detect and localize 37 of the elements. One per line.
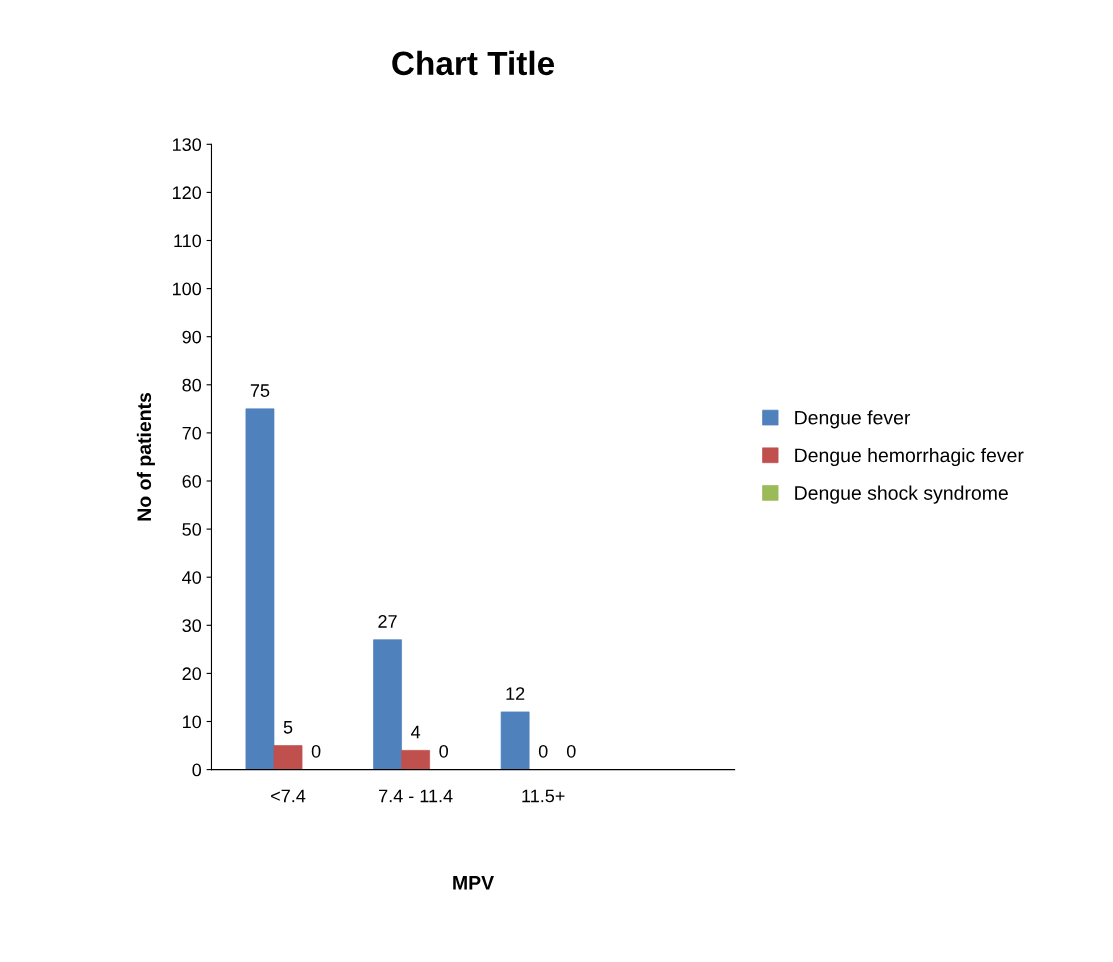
chart-title: Chart Title	[392, 50, 555, 76]
y-tick-label: 10	[183, 715, 202, 729]
y-tick-label: 60	[182, 474, 202, 488]
y-tick-label: 130	[173, 138, 202, 152]
y-tick-label: 80	[182, 378, 202, 392]
x-axis-title: MPV	[453, 876, 494, 890]
y-axis-title: No of patients	[136, 392, 155, 521]
data-label: 0	[566, 744, 576, 758]
data-label: 0	[311, 744, 321, 758]
x-tick-label: 11.5+	[522, 789, 565, 803]
y-tick-label: 90	[182, 330, 202, 344]
legend-label: Dengue shock syndrome	[795, 485, 1008, 504]
y-tick-label: 50	[182, 523, 202, 536]
data-label: 12	[506, 687, 525, 700]
bar	[273, 745, 303, 770]
bar	[245, 408, 275, 770]
x-tick-label: 7.4 - 11.4	[379, 789, 453, 803]
y-tick-label: 30	[182, 619, 202, 633]
y-tick-label: 70	[182, 426, 202, 440]
bar	[401, 750, 430, 770]
y-tick-label: 110	[174, 234, 202, 248]
x-tick-label: <7.4	[271, 789, 306, 803]
bar	[373, 639, 402, 770]
data-label: 0	[538, 744, 548, 758]
legend-label: Dengue hemorrhagic fever	[795, 447, 1024, 467]
data-label: 75	[250, 384, 270, 397]
data-label: 5	[283, 721, 293, 734]
y-tick-label: 20	[182, 667, 202, 681]
data-label: 0	[439, 744, 448, 758]
data-label: 4	[411, 725, 421, 739]
y-tick-label: 0	[192, 763, 202, 777]
data-label: 27	[378, 615, 397, 628]
bar	[500, 711, 530, 770]
y-tick-label: 120	[173, 186, 202, 200]
y-tick-label: 100	[173, 282, 202, 296]
y-tick-label: 40	[182, 571, 202, 584]
legend-label: Dengue fever	[795, 410, 911, 429]
